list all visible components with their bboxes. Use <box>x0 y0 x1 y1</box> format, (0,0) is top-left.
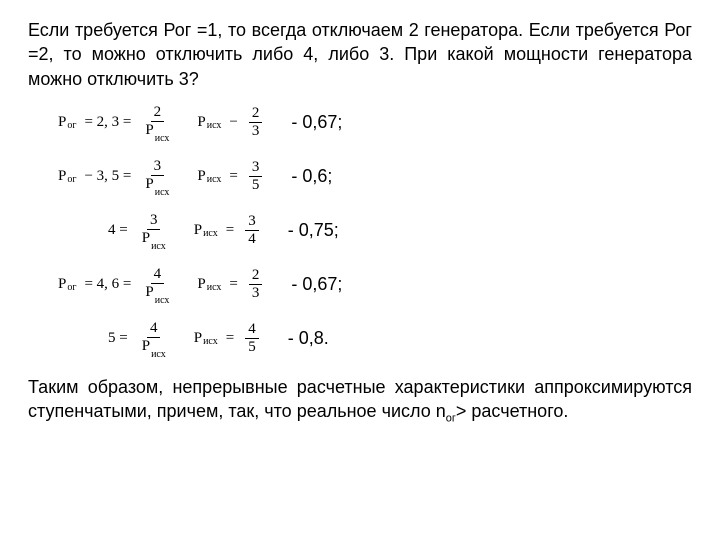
result-value: - 0,67; <box>291 112 342 133</box>
fraction: 4Pисх <box>139 321 169 357</box>
mid-eq: = <box>229 168 237 185</box>
equation-math: 4 = 3Pисх Pисх = 34 <box>108 213 262 249</box>
sub-isx: исх <box>207 282 222 293</box>
fraction: 34 <box>245 214 259 247</box>
mid-eq: = <box>226 222 234 239</box>
sub-isx: исх <box>207 120 222 131</box>
intro-paragraph: Если требуется Рог =1, то всегда отключа… <box>28 18 692 91</box>
fraction: 3Pисх <box>142 159 172 195</box>
var-P: P <box>58 276 66 293</box>
var-P: P <box>58 114 66 131</box>
mid-eq: − <box>229 114 237 131</box>
sub-og: ог <box>67 282 76 293</box>
conclusion-sub: ог <box>446 413 456 425</box>
var-P: P <box>197 114 205 131</box>
var-P: P <box>197 168 205 185</box>
fraction: 4Pисх <box>142 267 172 303</box>
fraction: 2Pисх <box>142 105 172 141</box>
lead-eq: = 4, 6 = <box>84 276 131 293</box>
conclusion-pre: Таким образом, непрерывные расчетные хар… <box>28 377 692 421</box>
mid-eq: = <box>229 276 237 293</box>
var-P: P <box>194 330 202 347</box>
equation-row: 4 = 3Pисх Pисх = 34 - 0,75; <box>28 213 692 249</box>
equation-row: Pог − 3, 5 = 3Pисх Pисх = 35 - 0,6; <box>28 159 692 195</box>
lead-eq: 5 = <box>108 330 128 347</box>
sub-isx: исх <box>203 336 218 347</box>
fraction: 23 <box>249 106 263 139</box>
equation-row: 5 = 4Pисх Pисх = 45 - 0,8. <box>28 321 692 357</box>
sub-isx: исх <box>207 174 222 185</box>
fraction: 35 <box>249 160 263 193</box>
sub-og: ог <box>67 120 76 131</box>
result-value: - 0,6; <box>291 166 332 187</box>
sub-isx: исх <box>203 228 218 239</box>
var-P: P <box>194 222 202 239</box>
result-value: - 0,8. <box>288 328 329 349</box>
equation-math: Pог = 2, 3 = 2Pисх Pисх−23 <box>58 105 265 141</box>
equation-math: Pог = 4, 6 = 4Pисх Pисх = 23 <box>58 267 265 303</box>
result-value: - 0,67; <box>291 274 342 295</box>
conclusion-post: > расчетного. <box>456 401 569 421</box>
fraction: 23 <box>249 268 263 301</box>
lead-eq: = 2, 3 = <box>84 114 131 131</box>
var-P: P <box>197 276 205 293</box>
lead-eq: − 3, 5 = <box>84 168 131 185</box>
fraction: 45 <box>245 322 259 355</box>
var-P: P <box>58 168 66 185</box>
lead-eq: 4 = <box>108 222 128 239</box>
equation-row: Pог = 2, 3 = 2Pисх Pисх−23 - 0,67; <box>28 105 692 141</box>
equation-math: 5 = 4Pисх Pисх = 45 <box>108 321 262 357</box>
conclusion-paragraph: Таким образом, непрерывные расчетные хар… <box>28 375 692 427</box>
mid-eq: = <box>226 330 234 347</box>
fraction: 3Pисх <box>139 213 169 249</box>
sub-og: ог <box>67 174 76 185</box>
result-value: - 0,75; <box>288 220 339 241</box>
equation-math: Pог − 3, 5 = 3Pисх Pисх = 35 <box>58 159 265 195</box>
equation-row: Pог = 4, 6 = 4Pисх Pисх = 23 - 0,67; <box>28 267 692 303</box>
